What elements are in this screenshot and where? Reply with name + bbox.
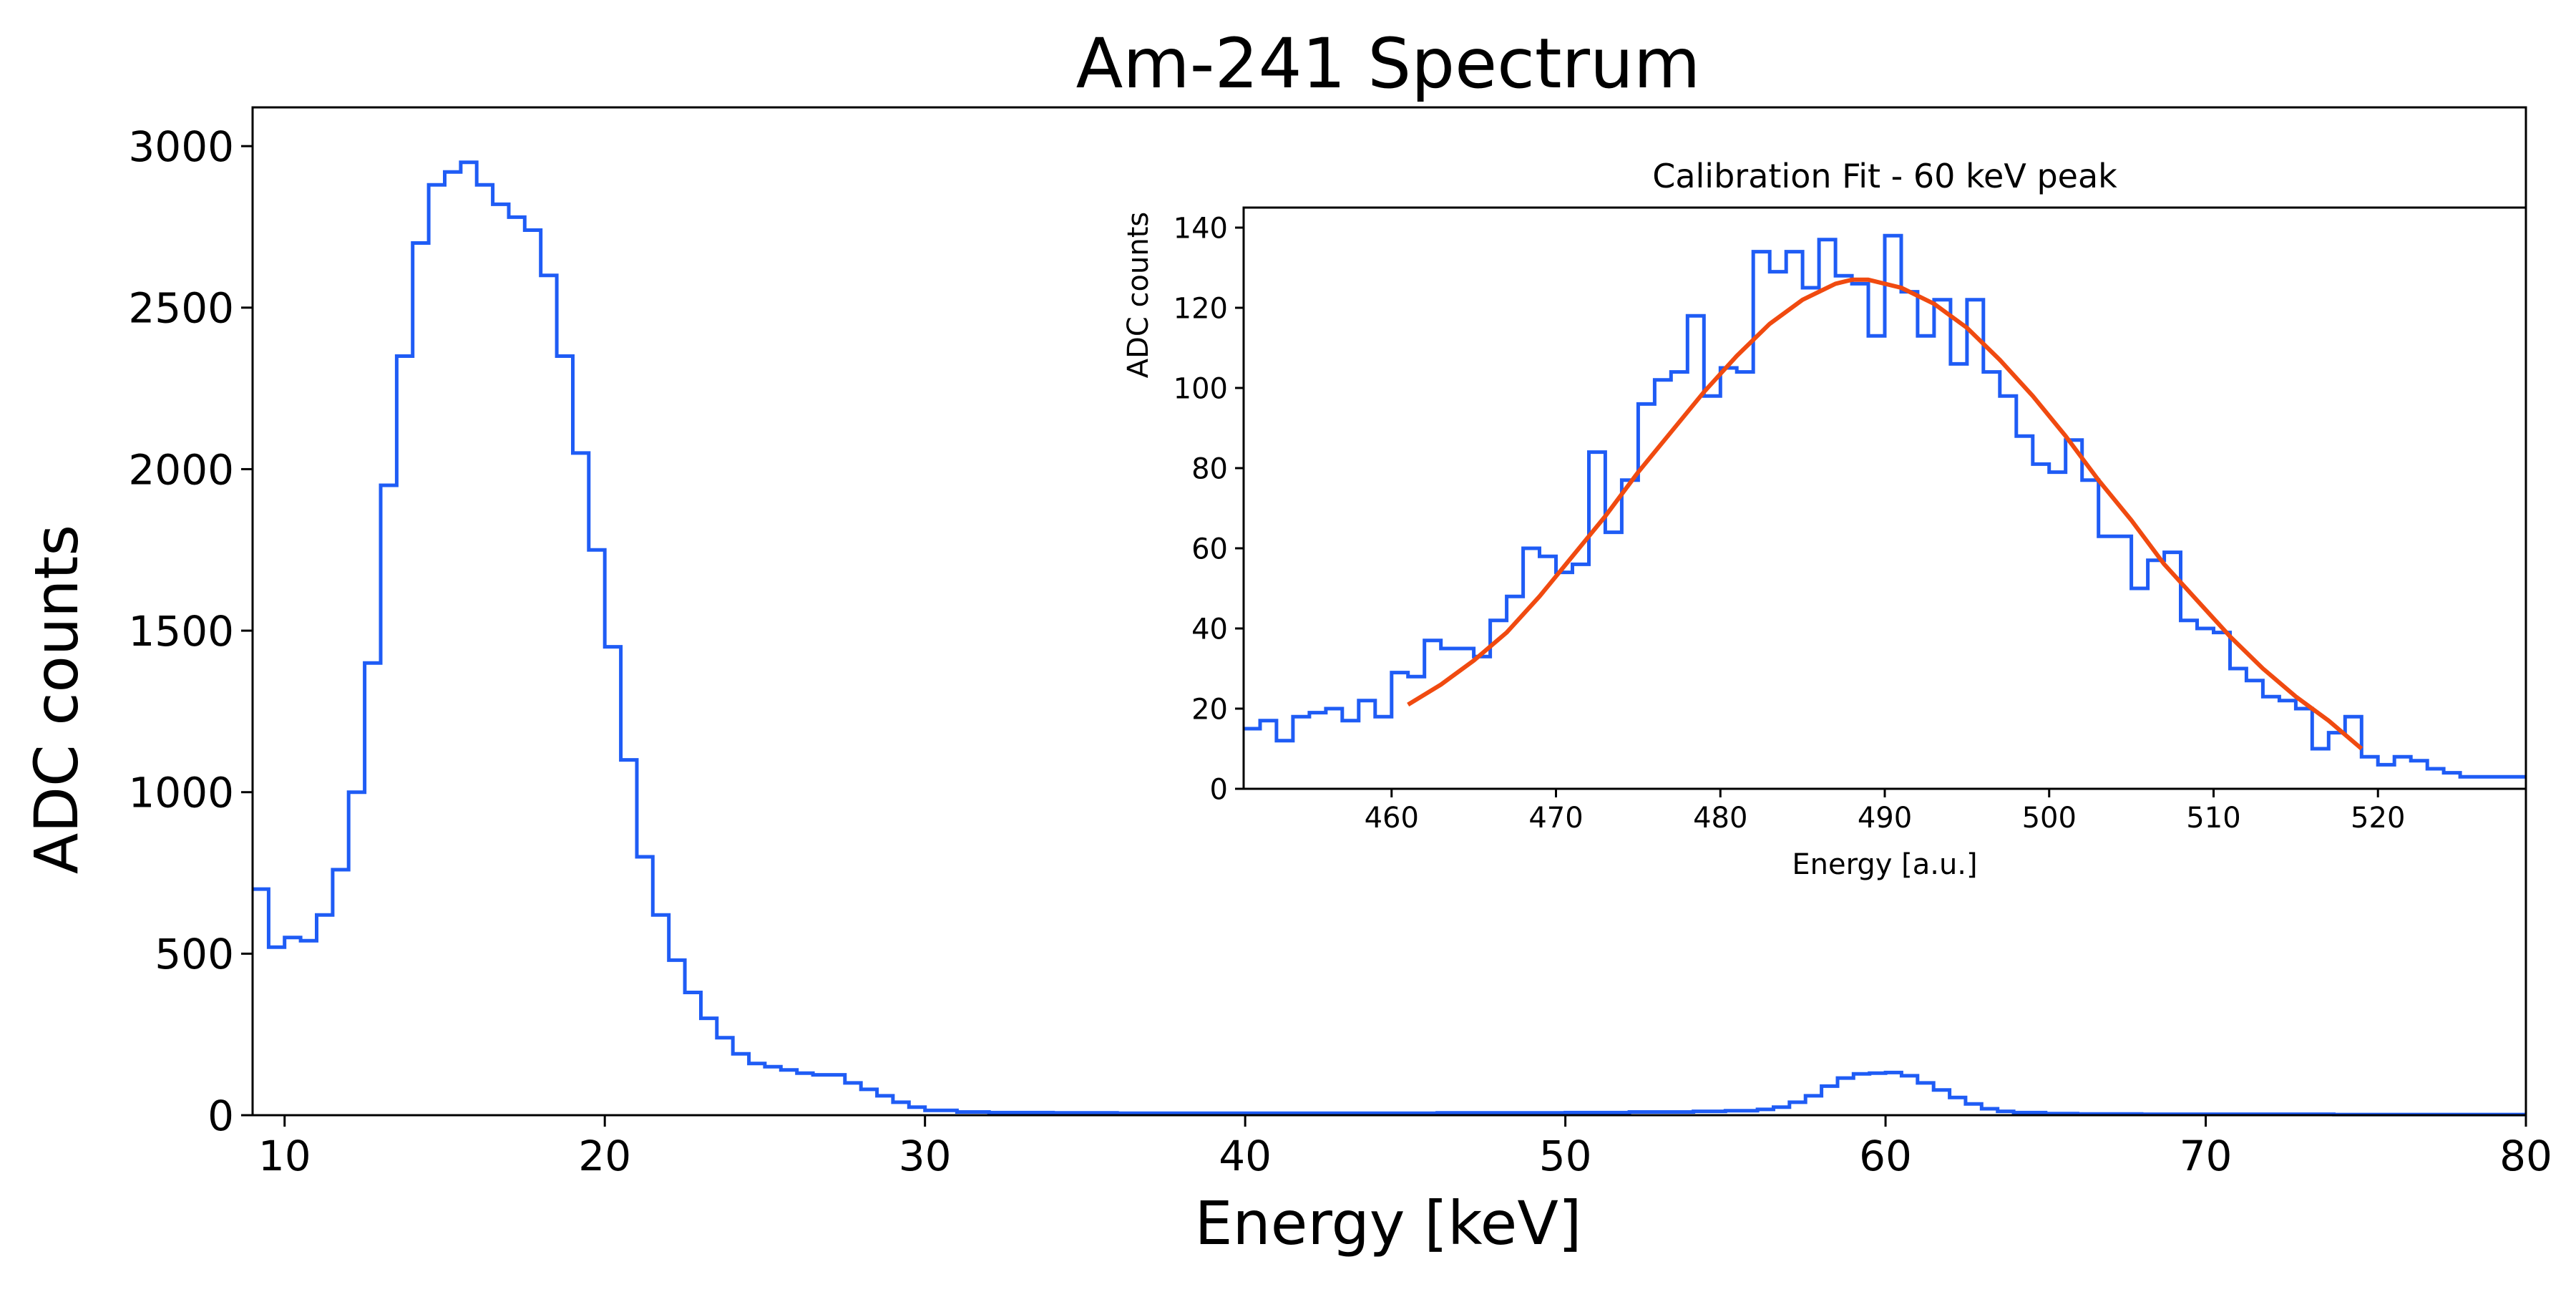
main-y-tick-label: 2500	[128, 284, 234, 333]
inset-series-group	[1244, 233, 2526, 779]
inset-x-tick-label: 460	[1365, 802, 1419, 835]
inset-x-tick-label: 520	[2351, 802, 2405, 835]
inset-y-tick-label: 140	[1174, 212, 1228, 245]
inset-histogram-series	[1244, 233, 2526, 779]
inset-chart-title: Calibration Fit - 60 keV peak	[1652, 157, 2117, 195]
main-spectrum-series	[253, 160, 2526, 1117]
inset-y-tick-label: 60	[1191, 533, 1228, 565]
inset-y-tick-label: 40	[1191, 613, 1228, 646]
main-y-tick-label: 500	[155, 930, 234, 978]
inset-fit-curve	[1407, 277, 2363, 751]
main-x-tick-label: 30	[899, 1132, 952, 1180]
main-y-tick-label: 3000	[128, 122, 234, 171]
inset-y-tick-label: 120	[1174, 292, 1228, 325]
main-x-tick-label: 70	[2180, 1132, 2233, 1180]
inset-x-tick-label: 480	[1693, 802, 1747, 835]
inset-y-tick-label: 80	[1191, 452, 1228, 485]
main-x-tick-label: 50	[1539, 1132, 1592, 1180]
main-x-tick-label: 20	[578, 1132, 631, 1180]
inset-x-tick-label: 510	[2186, 802, 2240, 835]
main-x-axis-label: Energy [keV]	[1194, 1188, 1581, 1258]
main-x-tick-label: 40	[1219, 1132, 1272, 1180]
main-y-tick-label: 2000	[128, 445, 234, 494]
inset-x-axis-label: Energy [a.u.]	[1792, 848, 1977, 881]
main-x-tick-label: 80	[2499, 1132, 2552, 1180]
main-chart-title: Am-241 Spectrum	[1076, 24, 1701, 104]
inset-axis-ticks: 460 470 480 490 500 510 520 0 20 40 60 80 100 120 140	[1174, 212, 2406, 835]
inset-x-tick-label: 470	[1528, 802, 1583, 835]
main-x-tick-label: 60	[1859, 1132, 1912, 1180]
main-y-tick-label: 1500	[128, 607, 234, 656]
main-y-tick-label: 1000	[128, 769, 234, 817]
inset-plot-frame	[1242, 206, 2527, 790]
inset-y-tick-label: 100	[1174, 372, 1228, 405]
inset-y-axis-label: ADC counts	[1122, 212, 1155, 379]
inset-y-tick-label: 20	[1191, 693, 1228, 726]
inset-x-tick-label: 500	[2022, 802, 2077, 835]
main-series-group	[253, 160, 2526, 1117]
inset-x-tick-label: 490	[1858, 802, 1912, 835]
main-y-tick-label: 0	[208, 1092, 234, 1140]
main-y-axis-label: ADC counts	[21, 525, 92, 874]
inset-y-tick-label: 0	[1210, 773, 1228, 806]
main-x-tick-label: 10	[258, 1132, 311, 1180]
